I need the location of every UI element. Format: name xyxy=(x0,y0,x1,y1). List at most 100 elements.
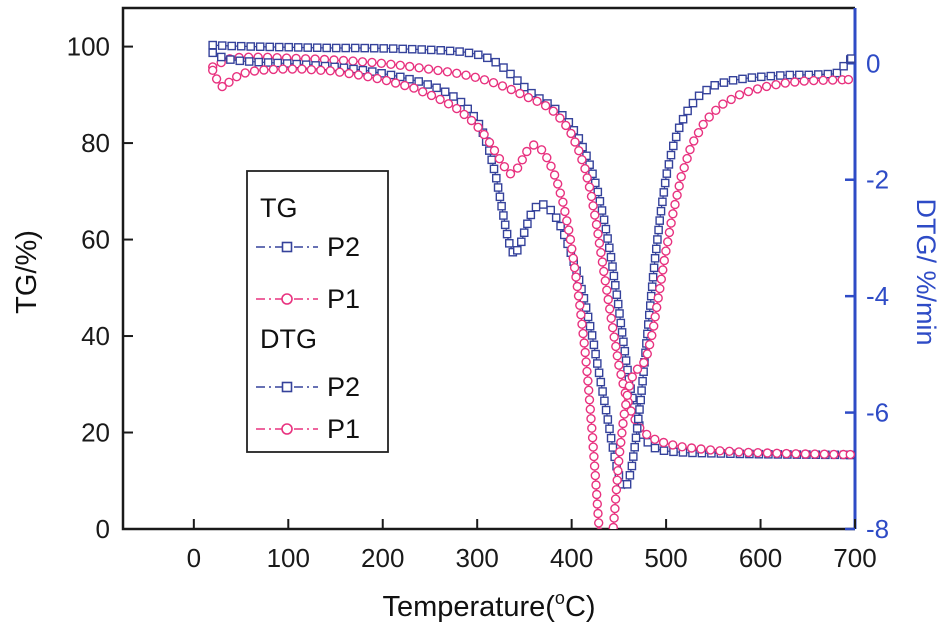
dtg-p1-marker xyxy=(576,310,586,320)
tg-p2-marker xyxy=(464,48,474,58)
dtg-p1-marker xyxy=(587,433,598,443)
dtg-p2-marker xyxy=(674,123,684,133)
dtg-p1-marker xyxy=(536,145,547,155)
dtg-p2-marker xyxy=(551,213,561,223)
dtg-p1-marker xyxy=(259,65,269,75)
dtg-p2-marker xyxy=(634,414,643,424)
dtg-p1-marker xyxy=(578,328,588,339)
series-dtg-p1 xyxy=(207,64,854,579)
dtg-p1-marker xyxy=(613,466,623,476)
dtg-p1-marker xyxy=(682,153,692,164)
y-right-tick-label: -6 xyxy=(866,398,889,428)
tg-p1-marker xyxy=(588,201,598,211)
dtg-p1-marker xyxy=(610,494,621,504)
series-dtg-p2 xyxy=(208,48,855,490)
tg-p2-marker xyxy=(499,63,508,72)
dtg-p1-marker xyxy=(726,94,736,105)
tg-p1-marker xyxy=(614,360,624,370)
tg-p1-marker xyxy=(734,447,744,457)
dtg-p2-marker xyxy=(652,244,661,254)
dtg-p1-marker xyxy=(621,400,631,410)
dtg-p1-marker xyxy=(459,109,469,120)
x-axis-title-text: Temperature( xyxy=(382,591,555,623)
dtg-p1-marker xyxy=(615,447,625,457)
tg-p1-marker xyxy=(715,446,725,456)
dtg-p1-marker xyxy=(587,423,597,433)
tg-p1-marker xyxy=(470,72,480,83)
tg-p2-marker xyxy=(506,69,515,79)
dtg-p1-marker xyxy=(672,190,682,200)
tg-p2-marker xyxy=(520,82,529,92)
dtg-p1-marker xyxy=(604,571,612,579)
tg-p1-marker xyxy=(540,100,551,111)
legend-label-tg-p1: P1 xyxy=(327,284,360,314)
dtg-p2-marker xyxy=(839,61,848,71)
tg-p1-marker xyxy=(452,68,462,79)
dtg-p2-marker xyxy=(662,169,672,178)
dtg-p1-marker xyxy=(658,265,668,275)
legend-frame xyxy=(246,170,389,453)
dtg-p1-marker xyxy=(287,64,298,74)
dtg-p2-marker xyxy=(244,57,254,66)
dtg-p1-marker xyxy=(306,64,317,75)
tg-p1-marker xyxy=(367,57,377,68)
dtg-p1-marker xyxy=(610,503,620,514)
tg-p1-marker xyxy=(677,442,687,452)
x-axis-title-unit: C) xyxy=(565,591,596,623)
dtg-p1-marker xyxy=(589,451,599,462)
legend-tg-header: TG xyxy=(260,193,298,223)
dtg-p2-marker xyxy=(669,141,678,151)
dtg-p1-marker xyxy=(344,68,354,79)
dtg-p2-marker xyxy=(622,480,632,489)
tg-p2-marker xyxy=(312,43,322,52)
dtg-p1-marker xyxy=(685,144,695,155)
dtg-p2-marker xyxy=(226,55,235,64)
tg-p1-marker xyxy=(606,313,616,323)
dtg-p2-marker xyxy=(585,321,595,331)
tg-p1-marker xyxy=(724,446,735,456)
dtg-p1-marker xyxy=(799,76,809,86)
dtg-p1-marker xyxy=(668,209,678,219)
dtg-p1-marker xyxy=(278,64,288,74)
dtg-p2-marker xyxy=(596,377,606,387)
tg-p2-marker xyxy=(659,446,669,456)
tg-p2-marker xyxy=(611,281,620,290)
dtg-p2-marker xyxy=(526,210,536,220)
dtg-p1-marker xyxy=(580,347,590,358)
tg-p2-marker xyxy=(606,252,616,262)
dtg-p1-marker xyxy=(579,338,589,348)
dtg-p1-marker xyxy=(217,81,227,92)
tg-p1-marker xyxy=(386,59,396,70)
tg-p1-marker xyxy=(605,304,615,314)
dtg-p1-marker xyxy=(372,73,382,84)
dtg-p1-marker xyxy=(734,90,745,100)
tg-p2-marker xyxy=(303,43,313,52)
dtg-p1-marker xyxy=(400,80,410,91)
dtg-p1-marker xyxy=(663,237,673,247)
dtg-p1-marker xyxy=(443,99,454,109)
dtg-p2-marker xyxy=(601,405,611,415)
tg-p2-marker xyxy=(609,271,619,281)
dtg-p1-marker xyxy=(661,246,671,256)
tg-p1-marker xyxy=(753,448,763,458)
dtg-p2-marker xyxy=(747,73,757,82)
tg-p1-marker xyxy=(586,191,597,202)
tg-p2-marker xyxy=(619,337,628,347)
dtg-p1-marker xyxy=(479,129,489,140)
tg-p1-marker xyxy=(488,77,499,88)
x-tick-label: 100 xyxy=(267,543,310,573)
legend-label-tg-p2: P2 xyxy=(327,232,360,262)
tg-p2-marker xyxy=(474,50,483,60)
y-left-tick-label: 40 xyxy=(81,321,110,351)
dtg-p2-marker xyxy=(666,150,676,160)
dtg-p1-marker xyxy=(597,547,605,555)
dtg-p2-marker xyxy=(648,272,658,282)
dtg-p1-marker xyxy=(676,171,686,182)
dtg-p1-marker xyxy=(642,349,652,359)
dtg-p1-marker xyxy=(546,161,556,171)
dtg-p2-marker xyxy=(653,235,662,244)
dtg-p2-marker xyxy=(658,197,667,207)
tg-p1-marker xyxy=(594,238,605,248)
dtg-p1-marker xyxy=(664,227,675,238)
